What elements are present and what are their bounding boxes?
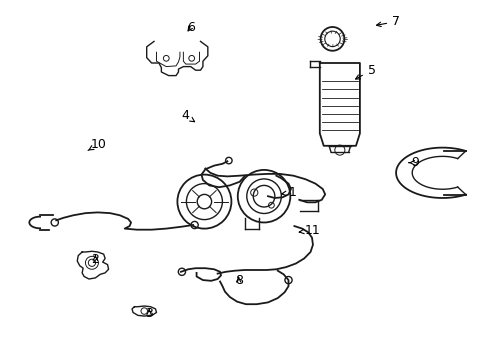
Text: 3: 3 bbox=[145, 307, 153, 320]
Text: 6: 6 bbox=[186, 21, 194, 33]
Text: 4: 4 bbox=[181, 109, 194, 122]
Text: 7: 7 bbox=[376, 15, 399, 28]
Text: 2: 2 bbox=[91, 253, 99, 266]
Text: 10: 10 bbox=[88, 138, 106, 150]
Text: 1: 1 bbox=[281, 186, 296, 199]
Text: 5: 5 bbox=[355, 64, 375, 79]
Text: 8: 8 bbox=[234, 274, 242, 287]
Text: 9: 9 bbox=[408, 156, 419, 169]
Text: 11: 11 bbox=[299, 224, 320, 237]
